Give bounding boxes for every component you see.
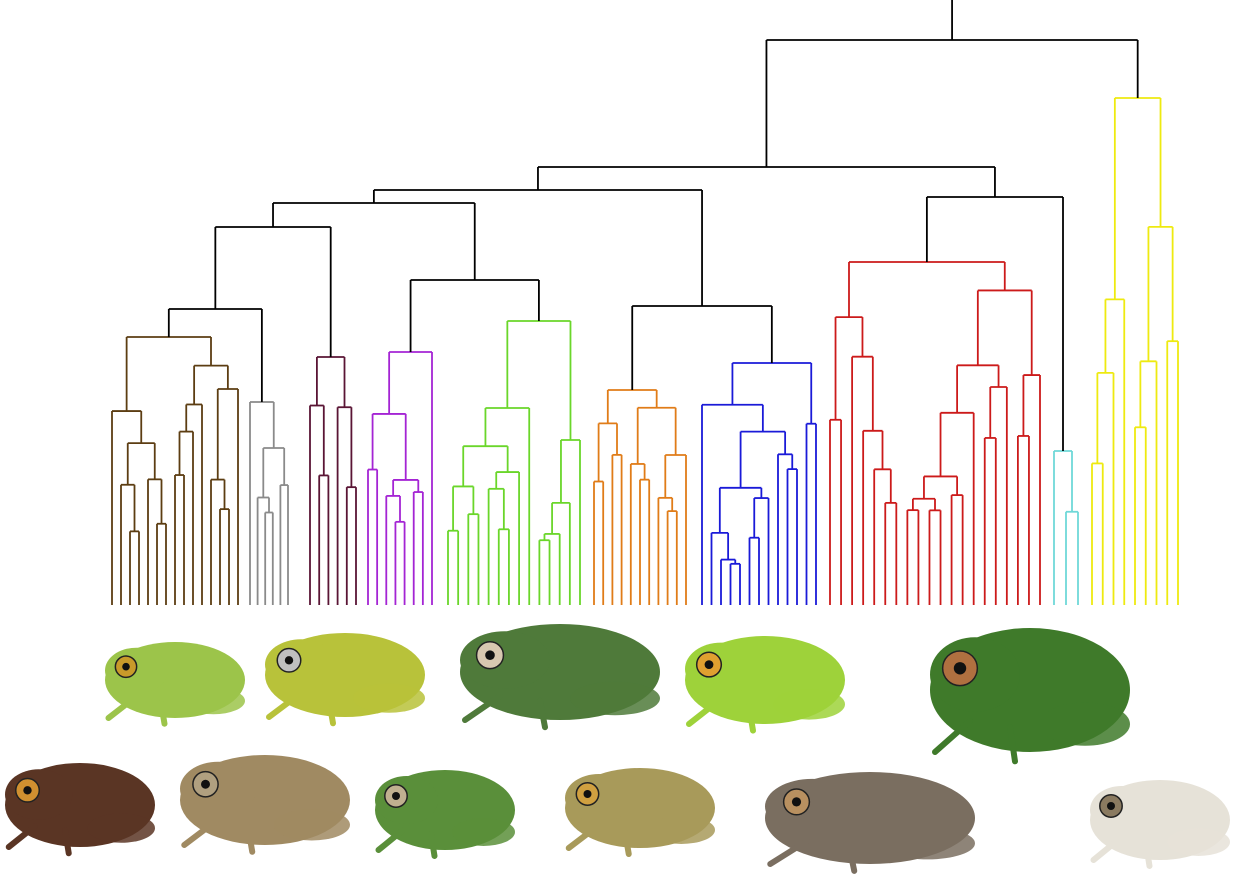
- frog-white-mottled-photo: [1090, 780, 1230, 869]
- frog-tan-photo: [180, 755, 350, 855]
- frog-grey-brown-photo: [765, 772, 975, 874]
- frog-light-green-small-photo: [105, 642, 245, 727]
- phylogenetic-tree: [111, 0, 1179, 605]
- frog-yellow-spotted-photo: [265, 633, 425, 727]
- frog-brown-dark-photo: [5, 763, 155, 857]
- frog-olive-tan-photo: [565, 768, 715, 857]
- frog-dark-green-large-photo: [460, 624, 660, 731]
- frog-green-purple-spots-photo: [930, 628, 1130, 765]
- frog-lime-green-photo: [685, 636, 845, 734]
- frog-green-small-photo: [375, 770, 515, 859]
